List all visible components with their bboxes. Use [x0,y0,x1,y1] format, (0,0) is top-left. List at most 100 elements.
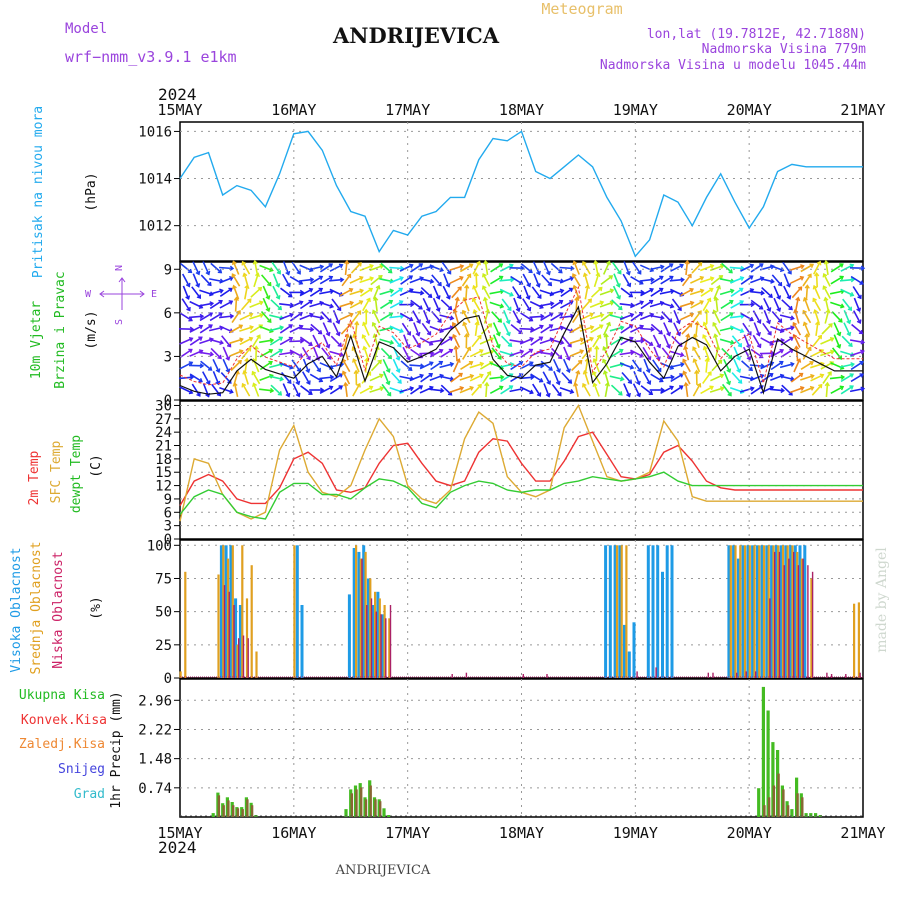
cloud-bar-low [371,598,372,678]
wind-barb [441,300,451,310]
cloud-bar-low [784,565,785,678]
temp2m-ylabel: 2m Temp [27,450,42,505]
cloud-bar-high [633,622,636,678]
wind-barb [192,287,201,298]
cloud-bar-mid [744,545,746,678]
wind-barb [623,274,630,286]
legend-total-precip: Ukupna Kisa [19,688,105,703]
wind-barb [463,347,470,359]
dewpt-ylabel: dewpt Temp [69,435,84,513]
wind-barb [832,312,842,322]
wind-barb [583,384,590,396]
precip-bar-conv [360,787,362,817]
wind-barb [583,262,590,274]
cloud-bar-high [628,652,631,679]
wind-barb [724,359,730,372]
wind-barb [343,360,350,372]
wind-barb [692,263,702,273]
wind-barb [502,336,512,346]
wind-barb [513,287,521,299]
time-label-bottom: 20MAY [727,824,772,842]
precip-bar-conv [782,789,784,817]
wind-barb [693,384,700,396]
cloud-bar-low [769,598,770,678]
wind-barb [562,373,571,383]
compass-north: N [114,265,125,271]
wind-barb [822,324,832,334]
cloud-bar-mid [734,545,736,678]
wind-barb [262,312,271,323]
wind-barb [283,274,290,286]
cloud-bar-mid [730,545,732,678]
cloud-bar-low [229,592,230,678]
sfc-temp-ylabel: SFC Temp [49,441,64,504]
wind-barb [473,299,480,311]
precip-bar-conv [374,799,376,817]
wind-barb [684,372,690,385]
wind-barb [236,298,237,312]
precip-bar-conv [801,797,803,817]
wind-barb [243,262,250,274]
legend-conv-precip: Konvek.Kisa [21,713,107,728]
wind-barb [372,361,382,371]
cloud-bar-mid [758,545,760,678]
time-label-top: 21MAY [840,101,885,119]
cloud-bar-low [774,552,775,678]
cloud-bar-mid [749,545,751,678]
y-tick-label: 3 [164,349,172,365]
precip-bar-conv [796,793,798,817]
station-title: ANDRIJEVICA [332,23,500,48]
wind-barb [381,348,391,358]
wind-barb [552,384,560,395]
low-cloud-ylabel: Niska Oblacnost [51,551,66,668]
wind-barb [814,262,821,274]
wind-barb [622,373,631,384]
precip-grid [180,679,863,817]
wind-barb [443,286,449,299]
wind-barb [473,262,479,274]
precip-bar-conv [246,799,248,817]
lonlat-text: lon,lat (19.7812E, 42.7188N) [647,27,866,42]
wind-barb [833,348,842,359]
time-label-bottom: 18MAY [499,824,544,842]
wind-barb [831,387,843,394]
credit-text: made by Angel [874,547,890,653]
product-title: Meteogram [541,0,622,18]
y-tick-label: 0.74 [138,781,172,797]
cloud-bar-high [656,545,659,678]
wind-barb [272,262,280,273]
wind-barb [260,350,272,357]
wind-barb [764,298,770,311]
cloud-bar-high [301,605,304,678]
wind-barb [713,323,720,335]
wind-barb [233,274,240,286]
wind-barb [824,274,830,286]
cloud-bar-low [238,638,239,678]
precip-bar-conv [223,805,225,817]
wind-barb [260,362,272,370]
time-label-top: 19MAY [613,101,658,119]
wind-barb [791,277,804,283]
cloud-bar-mid [763,545,765,678]
wind-barb [192,384,200,396]
wind-barb [402,323,410,335]
cloud-bar-low [224,585,225,678]
cloud-bar-low [779,552,780,678]
time-label-top: 18MAY [499,101,544,119]
wind-barb [824,286,831,298]
wind-barb [490,387,502,394]
time-label-top: 16MAY [271,101,316,119]
precip-bar-conv [777,774,779,817]
wind-barb [203,372,210,384]
wind-barb [654,335,660,347]
wind-barb [282,373,291,384]
cloud-bar-mid [616,545,618,678]
cloud-bar-high [671,545,674,678]
cloud-bar-high [647,545,650,678]
legend-hail: Grad [74,787,105,802]
cloud-bar-high [666,545,669,678]
wind-barb [413,335,420,347]
compass-south: S [114,319,125,325]
